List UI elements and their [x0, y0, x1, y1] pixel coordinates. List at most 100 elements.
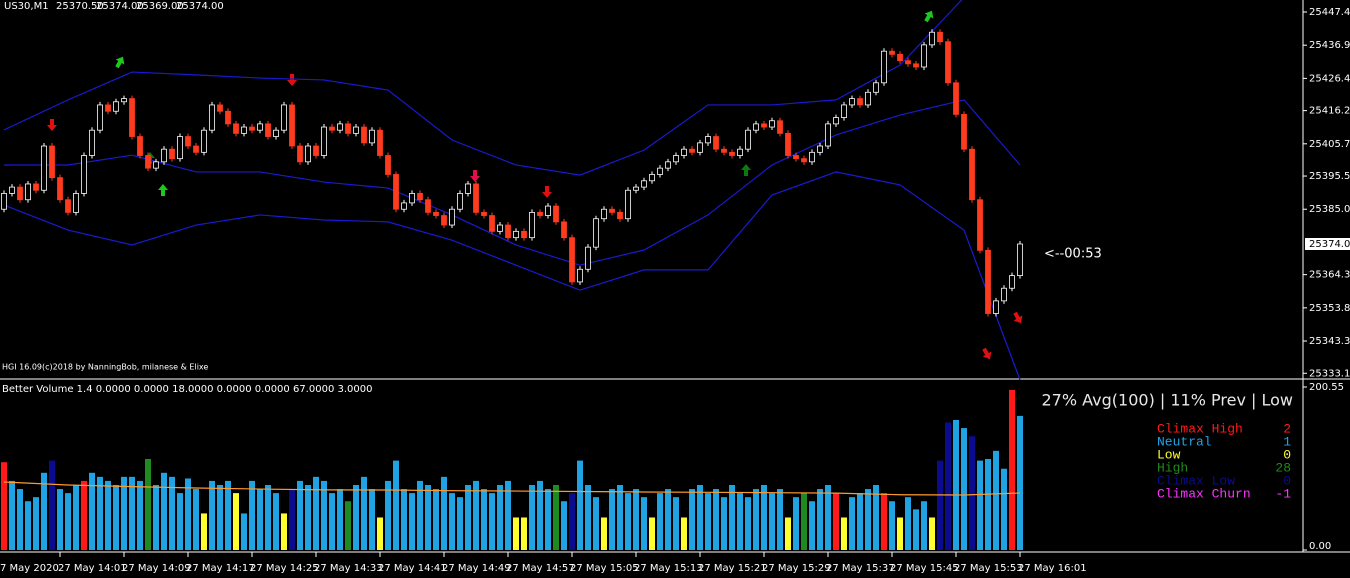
- candle-body: [409, 193, 415, 204]
- volume-bar: [409, 493, 415, 550]
- candle-body: [969, 148, 975, 201]
- volume-bar: [745, 497, 751, 550]
- volume-bar: [841, 517, 847, 550]
- volume-bar: [929, 517, 935, 550]
- volume-axis-label: 200.55: [1309, 382, 1344, 393]
- volume-bar: [737, 493, 743, 550]
- volume-bar: [105, 480, 111, 550]
- volume-bar: [825, 484, 831, 550]
- candle-body: [841, 104, 847, 118]
- volume-bar: [249, 480, 255, 550]
- volume-bar: [257, 489, 263, 550]
- time-label: 27 May 14:57: [506, 563, 575, 574]
- time-label: 27 May 15:05: [570, 563, 639, 574]
- candle-body: [129, 98, 135, 137]
- candle-body: [89, 129, 95, 156]
- legend-count: 28: [1275, 460, 1291, 475]
- candle-body: [881, 50, 887, 84]
- volume-bar: [465, 484, 471, 550]
- candle-body: [577, 268, 583, 283]
- volume-bar: [753, 489, 759, 550]
- candle-body: [609, 208, 615, 213]
- legend-name: Climax Churn: [1157, 486, 1251, 501]
- candle-body: [625, 189, 631, 220]
- volume-bar: [577, 460, 583, 550]
- volume-bar: [225, 480, 231, 550]
- volume-bar: [905, 497, 911, 550]
- volume-bar: [481, 489, 487, 550]
- time-label: 27 May 16:01: [1018, 563, 1087, 574]
- current-price-label: 25374.00: [1309, 239, 1350, 250]
- volume-bar: [569, 493, 575, 550]
- candle-body: [169, 148, 175, 160]
- volume-bar: [169, 476, 175, 550]
- volume-axis-label: 0.00: [1309, 541, 1331, 552]
- candle-body: [761, 123, 767, 128]
- legend-count: 2: [1283, 421, 1291, 436]
- candle-body: [481, 211, 487, 216]
- candle-body: [961, 114, 967, 150]
- volume-bar: [1017, 415, 1023, 550]
- candle-body: [65, 199, 71, 213]
- legend-name: Climax High: [1157, 421, 1243, 436]
- candle-body: [729, 151, 735, 156]
- volume-bar: [337, 489, 343, 550]
- candle-body: [257, 123, 263, 131]
- price-label: 25343.30: [1309, 336, 1350, 347]
- indicator-line: [3, 481, 1021, 496]
- volume-bar: [129, 476, 135, 550]
- candle-body: [665, 161, 671, 169]
- volume-bar: [185, 478, 191, 550]
- candle-body: [161, 148, 167, 163]
- volume-bar: [89, 472, 95, 550]
- candle-body: [49, 145, 55, 179]
- volume-bar: [81, 480, 87, 550]
- candle-body: [241, 126, 247, 134]
- time-label: 27 May 15:45: [890, 563, 959, 574]
- candle-body: [345, 123, 351, 134]
- candle-body: [137, 136, 143, 156]
- volume-bar: [313, 476, 319, 550]
- volume-bar: [993, 450, 999, 550]
- symbol: US30,M1: [4, 1, 49, 12]
- volume-bar: [921, 501, 927, 550]
- candle-body: [657, 167, 663, 175]
- volume-bar: [497, 484, 503, 550]
- volume-bar: [585, 484, 591, 550]
- candle-body: [649, 174, 655, 182]
- volume-bar: [945, 422, 951, 550]
- candle-body: [929, 31, 935, 46]
- candle-body: [993, 300, 999, 314]
- volume-bar: [977, 460, 983, 550]
- candle-body: [41, 145, 47, 191]
- candle-body: [561, 221, 567, 239]
- volume-bar: [705, 493, 711, 550]
- time-label: 7 May 2020: [0, 563, 59, 574]
- volume-bar: [721, 497, 727, 550]
- volume-bar: [305, 484, 311, 550]
- candle-body: [985, 249, 991, 314]
- candle-body: [185, 136, 191, 147]
- time-label: 27 May 14:49: [442, 563, 511, 574]
- volume-bar: [377, 517, 383, 550]
- price-label: 25364.30: [1309, 270, 1350, 281]
- volume-bar: [553, 484, 559, 550]
- candle-body: [777, 120, 783, 134]
- volume-bar: [545, 489, 551, 550]
- candle-body: [57, 177, 63, 201]
- volume-bar: [425, 484, 431, 550]
- candle-body: [921, 44, 927, 68]
- candle-body: [865, 91, 871, 106]
- candle-body: [369, 129, 375, 144]
- volume-bar: [809, 501, 815, 550]
- candle-body: [417, 193, 423, 201]
- candle-body: [705, 136, 711, 144]
- volume-bar: [145, 458, 151, 550]
- candle-body: [505, 224, 511, 239]
- candle-body: [105, 104, 111, 112]
- candle-body: [17, 186, 23, 201]
- candle-body: [441, 215, 447, 226]
- volume-bar: [289, 489, 295, 550]
- volume-bar: [489, 493, 495, 550]
